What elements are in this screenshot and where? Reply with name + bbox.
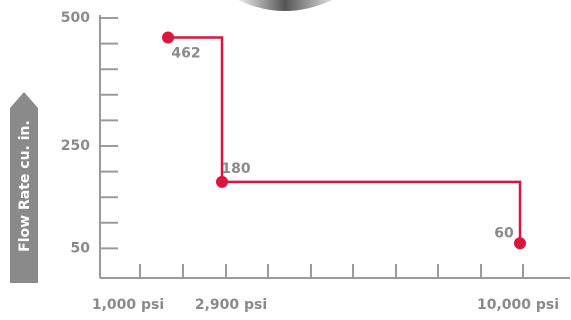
- point: [216, 176, 228, 188]
- point: [514, 237, 526, 249]
- x-tick-label: 2,900 psi: [195, 297, 267, 313]
- x-axis-ticks: [140, 264, 523, 278]
- data-label: 60: [494, 225, 514, 241]
- y-tick-label: 500: [61, 10, 90, 26]
- data-label: 180: [221, 161, 250, 177]
- point: [162, 31, 174, 43]
- line: [168, 37, 520, 243]
- chart: Flow Rate cu. in. 50 250 500 1,000 psi 2,900…: [0, 0, 571, 316]
- page: Flow Rate cu. in. 50 250 500 1,000 psi 2,900…: [0, 0, 571, 316]
- y-tick-label: 250: [61, 138, 90, 154]
- product-image: [238, 0, 332, 11]
- data-label: 462: [171, 45, 200, 61]
- y-tick-label: 50: [71, 240, 91, 256]
- y-axis-title: Flow Rate cu. in.: [17, 120, 33, 252]
- x-tick-label: 10,000 psi: [477, 297, 559, 313]
- x-tick-label: 1,000 psi: [92, 297, 164, 313]
